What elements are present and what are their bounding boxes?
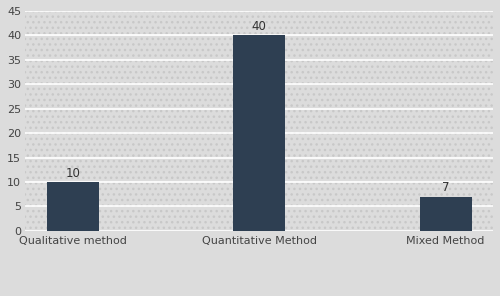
Text: 7: 7 <box>442 181 450 194</box>
Bar <box>420 197 472 231</box>
Bar <box>25 11 493 231</box>
Text: 40: 40 <box>252 20 266 33</box>
Text: 10: 10 <box>65 167 80 180</box>
Bar <box>46 182 98 231</box>
Bar <box>233 36 285 231</box>
